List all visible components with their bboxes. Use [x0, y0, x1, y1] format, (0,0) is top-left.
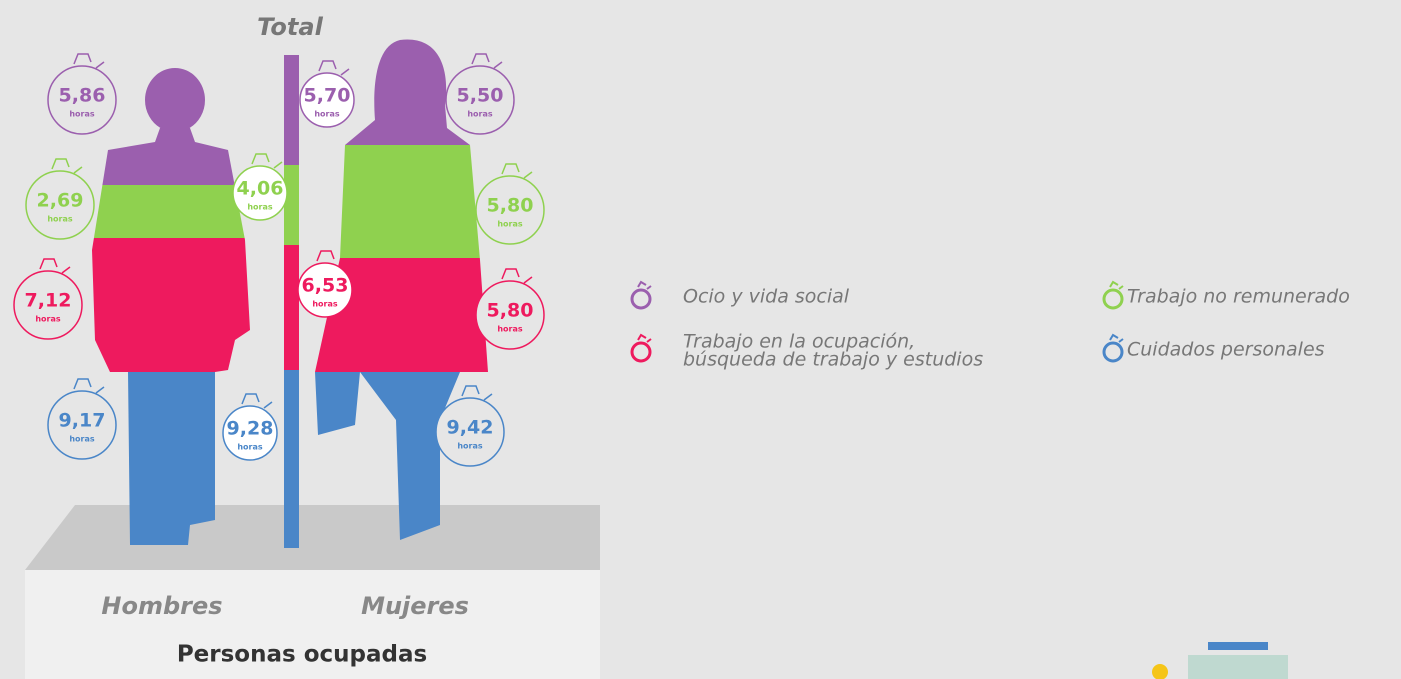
stopwatch-badge: 5,50 horas: [445, 53, 515, 135]
stopwatch-face: [299, 72, 355, 128]
stopwatch-face: [25, 170, 95, 240]
badge-value: 9,17: [59, 410, 106, 432]
badge-value: 5,86: [59, 85, 106, 107]
legend-label: Cuidados personales: [1127, 339, 1325, 361]
stopwatch-face: [47, 65, 117, 135]
stopwatch-badge: 5,80 horas: [475, 268, 545, 350]
decoration: [1152, 642, 1288, 679]
badge-value: 9,28: [227, 418, 274, 440]
legend-label: Ocio y vida social: [683, 286, 850, 308]
stopwatch-badge: 9,42 horas: [435, 385, 505, 467]
legend-icon-crown: [1109, 280, 1124, 290]
stopwatch-face: [232, 165, 288, 221]
stopwatch-badge: 5,70 horas: [299, 60, 355, 128]
badge-value: 5,70: [304, 85, 351, 107]
women-label: Mujeres: [361, 592, 469, 620]
stopwatch-badge: 4,06 horas: [232, 153, 288, 221]
stopwatch-face: [475, 280, 545, 350]
stopwatch-crown: [501, 163, 533, 179]
stopwatch-face: [435, 397, 505, 467]
title: Total: [257, 13, 323, 41]
stopwatch-crown: [39, 258, 71, 274]
badge-value: 6,53: [302, 275, 349, 297]
man-figure: [92, 68, 250, 545]
stopwatch-crown: [316, 250, 348, 266]
badge-value: 5,80: [487, 195, 534, 217]
badge-unit: horas: [467, 110, 493, 119]
legend-icon: [1102, 341, 1124, 363]
legend-icon-crown: [1109, 333, 1124, 343]
badge-value: 7,12: [25, 290, 72, 312]
men-label: Hombres: [101, 592, 222, 620]
badge-unit: horas: [237, 443, 263, 452]
stopwatch-crown: [73, 378, 105, 394]
stopwatch-face: [47, 390, 117, 460]
stopwatch-crown: [318, 60, 350, 76]
stopwatch-crown: [461, 385, 493, 401]
stopwatch-crown: [251, 153, 283, 169]
stopwatch-crown: [241, 393, 273, 409]
badge-value: 5,80: [487, 300, 534, 322]
platform-top: [25, 505, 600, 570]
stopwatch-badge: 6,53 horas: [297, 250, 353, 318]
badge-value: 9,42: [447, 417, 494, 439]
platform-front: [25, 570, 600, 679]
legend-icon: [1102, 288, 1124, 310]
legend-label: Trabajo no remunerado: [1127, 286, 1350, 308]
stopwatch-face: [222, 405, 278, 461]
badge-unit: horas: [497, 325, 523, 334]
legend-label: Trabajo en la ocupación,: [683, 331, 915, 353]
legend-icon: [630, 341, 652, 363]
badge-unit: horas: [457, 442, 483, 451]
badge-unit: horas: [47, 215, 73, 224]
badge-value: 5,50: [457, 85, 504, 107]
stopwatch-face: [13, 270, 83, 340]
badge-unit: horas: [497, 220, 523, 229]
legend-icon-crown: [637, 333, 652, 343]
badge-unit: horas: [247, 203, 273, 212]
stopwatch-badge: 5,86 horas: [47, 53, 117, 135]
stopwatch-badge: 9,17 horas: [47, 378, 117, 460]
subtitle: Personas ocupadas: [177, 642, 427, 668]
stopwatch-crown: [51, 158, 83, 174]
stopwatch-badge: 9,28 horas: [222, 393, 278, 461]
badge-unit: horas: [314, 110, 340, 119]
stopwatch-badge: 7,12 horas: [13, 258, 83, 340]
total-bar: [284, 55, 299, 548]
badge-unit: horas: [69, 435, 95, 444]
stopwatch-face: [297, 262, 353, 318]
legend-icon: [630, 288, 652, 310]
legend-label: búsqueda de trabajo y estudios: [683, 349, 983, 371]
stopwatch-crown: [471, 53, 503, 69]
stopwatch-crown: [501, 268, 533, 284]
badge-value: 4,06: [237, 178, 284, 200]
badge-unit: horas: [69, 110, 95, 119]
badge-unit: horas: [35, 315, 61, 324]
stopwatch-badge: 5,80 horas: [475, 163, 545, 245]
stopwatch-badge: 2,69 horas: [25, 158, 95, 240]
stopwatch-face: [445, 65, 515, 135]
badge-value: 2,69: [37, 190, 84, 212]
stopwatch-face: [475, 175, 545, 245]
badge-unit: horas: [312, 300, 338, 309]
legend-icon-crown: [637, 280, 652, 290]
stopwatch-crown: [73, 53, 105, 69]
